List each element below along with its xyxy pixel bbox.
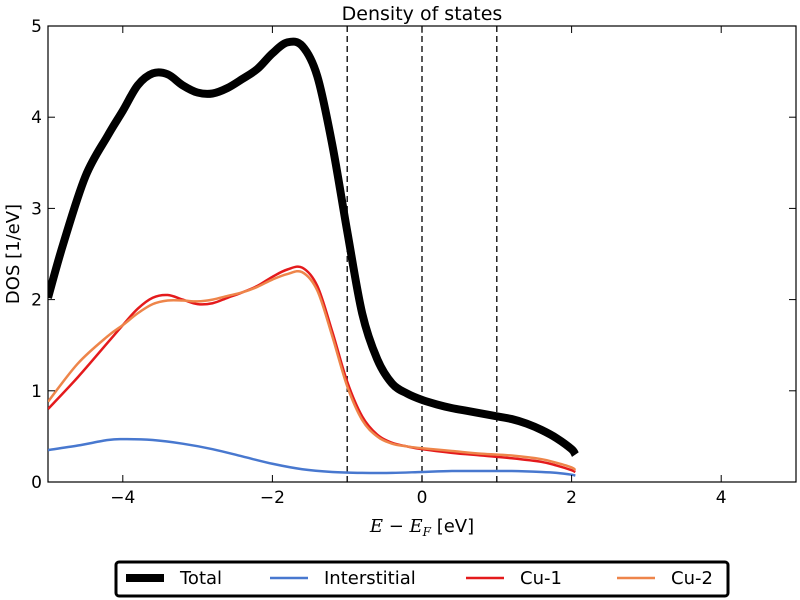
y-axis-label: DOS [1/eV] xyxy=(3,204,24,304)
y-tick-label: 4 xyxy=(31,108,42,128)
series-line-cu-1 xyxy=(48,265,576,474)
x-tick-label: 2 xyxy=(566,488,577,508)
fermi-reference-lines xyxy=(346,26,498,482)
legend-box xyxy=(114,560,730,598)
legend-label-cu-2: Cu-2 xyxy=(671,568,713,589)
y-tick-label: 3 xyxy=(31,199,42,219)
x-tick-label: 4 xyxy=(716,488,727,508)
series-line-interstitial xyxy=(48,437,576,477)
x-tick-label: −2 xyxy=(260,488,285,508)
chart-title: Density of states xyxy=(342,3,503,25)
plot-frame xyxy=(47,25,797,483)
y-tick-label: 2 xyxy=(31,291,42,311)
x-axis-label: E − EF [eV] xyxy=(369,516,474,539)
x-axis-label-math: E − E xyxy=(369,516,423,537)
series-line-total xyxy=(48,37,579,457)
series-group xyxy=(48,37,579,477)
legend: Total Interstitial Cu-1 Cu-2 xyxy=(114,560,730,598)
x-axis-label-unit: [eV] xyxy=(431,516,474,537)
legend-label-total: Total xyxy=(179,568,222,589)
x-axis-label-subscript: F xyxy=(422,525,432,539)
y-axis-ticks: 0 1 2 3 4 5 xyxy=(31,17,796,493)
x-tick-label: −4 xyxy=(110,488,135,508)
x-axis-ticks: −4 −2 0 2 4 xyxy=(110,26,727,508)
y-tick-label: 5 xyxy=(31,17,42,37)
y-tick-label: 0 xyxy=(31,473,42,493)
y-tick-label: 1 xyxy=(31,382,42,402)
series-line-cu-2 xyxy=(48,269,577,472)
x-tick-label: 0 xyxy=(417,488,428,508)
legend-label-interstitial: Interstitial xyxy=(324,568,416,589)
legend-label-cu-1: Cu-1 xyxy=(520,568,562,589)
